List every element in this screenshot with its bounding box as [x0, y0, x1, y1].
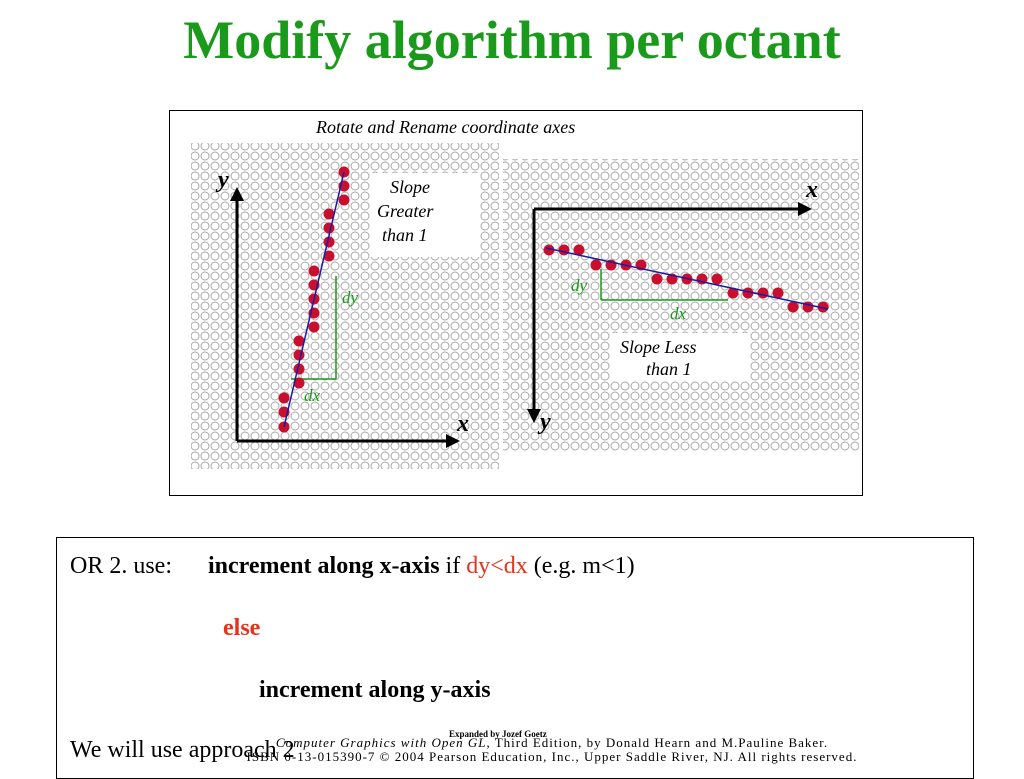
book-authors: , Third Edition, by Donald Hearn and M.P…	[486, 735, 829, 750]
left-y-arrowhead	[230, 187, 244, 201]
line1-condition: dy<dx	[466, 553, 528, 579]
copyright-line-1: Computer Graphics with Open GL, Third Ed…	[112, 736, 992, 750]
left-x-label: x	[456, 411, 469, 437]
approach-text-box: OR 2. use: increment along x-axis if dy<d…	[56, 537, 974, 779]
author-credit: Expanded by Jozef Goetz	[449, 729, 547, 739]
figure-caption: Rotate and Rename coordinate axes	[315, 117, 575, 137]
right-y-label: y	[537, 409, 551, 435]
copyright-line-2: ISBN 0-13-015390-7 © 2004 Pearson Educat…	[246, 749, 858, 764]
copyright-notice: Computer Graphics with Open GL, Third Ed…	[112, 736, 992, 764]
left-slope-line-1: Slope	[390, 177, 430, 197]
right-dy-label: dy	[571, 276, 588, 295]
octant-diagram: Rotate and Rename coordinate axes y x dy…	[191, 117, 859, 469]
right-panel: x y dy dx Slope Less than 1	[503, 159, 859, 451]
left-dy-label: dy	[342, 288, 359, 307]
octant-figure: Rotate and Rename coordinate axes y x dy…	[169, 110, 863, 496]
left-x-arrowhead	[446, 434, 460, 448]
left-panel: y x dy dx Slope Greater than 1	[191, 143, 499, 469]
y-increment-line: increment along y-axis	[259, 677, 491, 703]
right-label-bg	[610, 333, 750, 381]
approach-conclusion: We will use approach 2	[70, 737, 295, 763]
right-slope-line-2: than 1	[646, 359, 692, 379]
else-keyword: else	[223, 615, 261, 641]
right-slope-line-1: Slope Less	[620, 337, 697, 357]
line1-x-increment: increment along x-axis	[208, 553, 440, 579]
right-dx-label: dx	[670, 304, 687, 323]
line1-if: if	[445, 553, 461, 579]
right-x-label: x	[805, 177, 818, 203]
left-y-label: y	[215, 167, 229, 193]
line1-prefix: OR 2. use:	[70, 553, 172, 579]
book-title: Computer Graphics with Open GL	[275, 735, 487, 750]
left-slope-line-3: than 1	[382, 225, 428, 245]
slide-title: Modify algorithm per octant	[183, 10, 841, 70]
left-slope-line-2: Greater	[377, 201, 434, 221]
approach-line-1: OR 2. use: increment along x-axis if dy<d…	[70, 552, 635, 580]
left-dx-label: dx	[304, 386, 321, 405]
right-line-segment	[545, 247, 829, 310]
line1-example: (e.g. m<1)	[533, 553, 635, 579]
left-label-bg	[370, 173, 480, 257]
left-line-segment	[283, 171, 345, 428]
right-y-arrowhead	[527, 409, 541, 423]
right-x-arrowhead	[798, 202, 812, 216]
